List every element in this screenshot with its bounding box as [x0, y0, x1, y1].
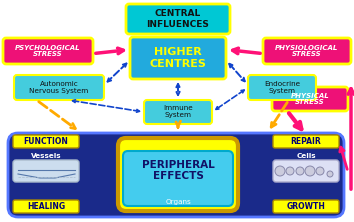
Text: Autonomic
Nervous System: Autonomic Nervous System — [29, 81, 88, 94]
FancyBboxPatch shape — [123, 151, 233, 206]
Circle shape — [286, 167, 294, 175]
Text: Vessels: Vessels — [31, 153, 61, 159]
FancyBboxPatch shape — [14, 75, 104, 100]
Text: HIGHER
CENTRES: HIGHER CENTRES — [149, 47, 206, 69]
Text: REPAIR: REPAIR — [291, 137, 321, 146]
FancyBboxPatch shape — [13, 200, 79, 213]
FancyBboxPatch shape — [8, 133, 344, 217]
FancyBboxPatch shape — [118, 138, 238, 211]
Text: HEALING: HEALING — [27, 202, 65, 211]
FancyBboxPatch shape — [13, 160, 79, 182]
Text: Endocrine
System: Endocrine System — [264, 81, 300, 94]
FancyBboxPatch shape — [272, 87, 348, 111]
Text: PERIPHERAL
EFFECTS: PERIPHERAL EFFECTS — [142, 160, 215, 181]
FancyBboxPatch shape — [126, 4, 230, 34]
FancyBboxPatch shape — [130, 37, 226, 79]
Text: Organs: Organs — [165, 199, 191, 205]
Circle shape — [327, 171, 333, 177]
FancyBboxPatch shape — [13, 135, 79, 148]
Text: PSYCHOLOGICAL
STRESS: PSYCHOLOGICAL STRESS — [15, 44, 81, 57]
Circle shape — [305, 166, 315, 176]
FancyBboxPatch shape — [263, 38, 351, 64]
Text: PHYSIOLOGICAL
STRESS: PHYSIOLOGICAL STRESS — [275, 44, 339, 57]
Circle shape — [316, 167, 324, 175]
FancyBboxPatch shape — [273, 160, 339, 182]
Text: Immune
System: Immune System — [163, 105, 193, 119]
Circle shape — [275, 166, 285, 176]
FancyBboxPatch shape — [273, 135, 339, 148]
Text: Cells: Cells — [296, 153, 316, 159]
FancyBboxPatch shape — [248, 75, 316, 100]
Text: CENTRAL
INFLUENCES: CENTRAL INFLUENCES — [147, 9, 210, 29]
FancyBboxPatch shape — [273, 200, 339, 213]
Text: FUNCTION: FUNCTION — [24, 137, 68, 146]
Text: GROWTH: GROWTH — [286, 202, 325, 211]
Circle shape — [296, 167, 304, 175]
Text: PHYSICAL
STRESS: PHYSICAL STRESS — [291, 93, 329, 105]
FancyBboxPatch shape — [144, 100, 212, 124]
FancyBboxPatch shape — [3, 38, 93, 64]
